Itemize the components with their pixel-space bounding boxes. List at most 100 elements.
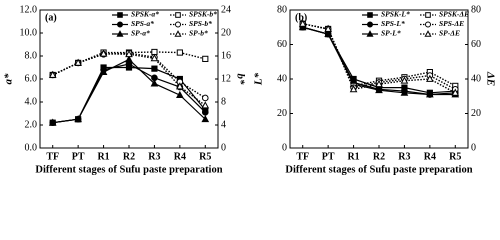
legend-marker — [117, 12, 123, 18]
figure: 0.0 2.0 4.0 6.0 8.0 10.0 12.0 0 4 8 12 16 20 24 TF PT R1… — [3, 4, 497, 175]
x-tick-label: TF — [46, 151, 59, 162]
marker — [201, 94, 209, 102]
y2-tick-label: 12 — [221, 73, 231, 84]
marker — [125, 50, 133, 58]
legend-marker — [116, 30, 124, 37]
marker — [74, 58, 82, 66]
y-tick-label: 20 — [277, 108, 287, 119]
marker — [400, 88, 409, 96]
legend-label: SP-ΔE — [439, 29, 460, 38]
legend-marker — [367, 12, 373, 18]
x-tick-label: R3 — [148, 151, 160, 162]
x-tick-label: PT — [72, 151, 85, 162]
marker — [298, 19, 307, 27]
marker — [349, 85, 358, 93]
marker — [426, 74, 434, 82]
y-tick-label: 2.0 — [25, 119, 38, 130]
marker — [375, 79, 383, 88]
legend-marker — [174, 30, 182, 37]
x-tick-label: R5 — [199, 151, 211, 162]
y2-tick-label: 8 — [221, 96, 226, 107]
x-tick-label: R4 — [174, 151, 186, 162]
y-tick-label: 4.0 — [25, 96, 38, 107]
y-tick-label: 0 — [282, 142, 287, 153]
series-line — [52, 63, 206, 124]
legend-label: SP-a* — [131, 29, 150, 38]
legend-marker — [175, 12, 181, 18]
y2-tick-label: 0 — [221, 142, 226, 153]
panel: 0 20 40 60 80 0 20 40 60 80 TF PT R1 R2 R3 R4 R5 Differen… — [253, 4, 497, 175]
marker — [48, 118, 57, 126]
x-tick-label: TF — [296, 151, 309, 162]
panel-label: (b) — [295, 12, 307, 23]
y2-axis-label: b* — [234, 74, 246, 86]
x-tick-label: R1 — [97, 151, 109, 162]
panel: 0.0 2.0 4.0 6.0 8.0 10.0 12.0 0 4 8 12 16 20 24 TF PT R1… — [3, 4, 247, 175]
y-tick-label: 60 — [277, 39, 287, 50]
marker — [150, 54, 159, 62]
y-axis-label: a* — [3, 73, 15, 85]
legend-label: SPS-L* — [381, 19, 405, 28]
legend-marker — [424, 30, 432, 37]
marker — [201, 114, 210, 123]
legend-marker — [175, 21, 181, 28]
legend-marker — [425, 21, 431, 28]
x-tick-label: R5 — [449, 151, 461, 162]
y-tick-label: 10.0 — [20, 27, 38, 38]
marker — [176, 82, 184, 90]
y2-tick-label: 80 — [471, 4, 481, 15]
legend-label: SPSK-b* — [189, 10, 217, 19]
x-tick-label: R2 — [123, 151, 135, 162]
marker — [150, 79, 159, 87]
marker — [324, 24, 332, 32]
marker — [202, 55, 209, 62]
y-tick-label: 40 — [277, 73, 287, 84]
y-tick-label: 6.0 — [25, 73, 38, 84]
marker — [48, 70, 57, 78]
marker — [400, 76, 409, 84]
x-tick-label: R4 — [424, 151, 436, 162]
y-tick-label: 80 — [277, 4, 287, 15]
legend-marker — [425, 12, 431, 18]
legend-label: SP-L* — [381, 29, 401, 38]
y-tick-label: 8.0 — [25, 50, 38, 61]
panel-label: (a) — [45, 12, 57, 23]
marker — [451, 88, 460, 96]
x-axis-label: Different stages of Sufu paste preparati… — [285, 164, 472, 175]
legend-label: SPSK-L* — [381, 10, 410, 19]
marker — [99, 67, 108, 75]
marker — [176, 49, 183, 56]
marker — [125, 55, 133, 63]
legend-label: SPS-a* — [131, 19, 154, 28]
y-axis-label: L* — [253, 72, 265, 86]
legend-marker — [367, 21, 373, 28]
legend-label: SPSK-ΔE — [439, 10, 469, 19]
y2-tick-label: 20 — [221, 27, 231, 38]
series-line — [52, 66, 206, 124]
y-tick-label: 0.0 — [25, 142, 38, 153]
y2-tick-label: 4 — [221, 119, 226, 130]
legend-label: SP-b* — [189, 29, 208, 38]
marker — [151, 65, 158, 72]
y2-tick-label: 24 — [221, 4, 231, 15]
legend-label: SPS-b* — [189, 19, 212, 28]
legend-marker — [366, 30, 374, 37]
marker — [375, 85, 383, 94]
x-tick-label: R1 — [347, 151, 359, 162]
marker — [201, 109, 209, 116]
y2-axis-label: ΔE — [484, 71, 496, 86]
y2-tick-label: 40 — [471, 73, 481, 84]
marker — [99, 49, 108, 57]
legend-label: SPS-ΔE — [439, 19, 464, 28]
y2-tick-label: 20 — [471, 108, 481, 119]
x-tick-label: R2 — [373, 151, 385, 162]
legend-label: SPSK-a* — [131, 10, 159, 19]
marker — [176, 90, 184, 98]
legend-marker — [117, 21, 123, 28]
marker — [74, 114, 82, 123]
y2-tick-label: 0 — [471, 142, 476, 153]
y2-tick-label: 60 — [471, 39, 481, 50]
y-tick-label: 12.0 — [20, 4, 38, 15]
marker — [151, 48, 158, 56]
y2-tick-label: 16 — [221, 50, 231, 61]
